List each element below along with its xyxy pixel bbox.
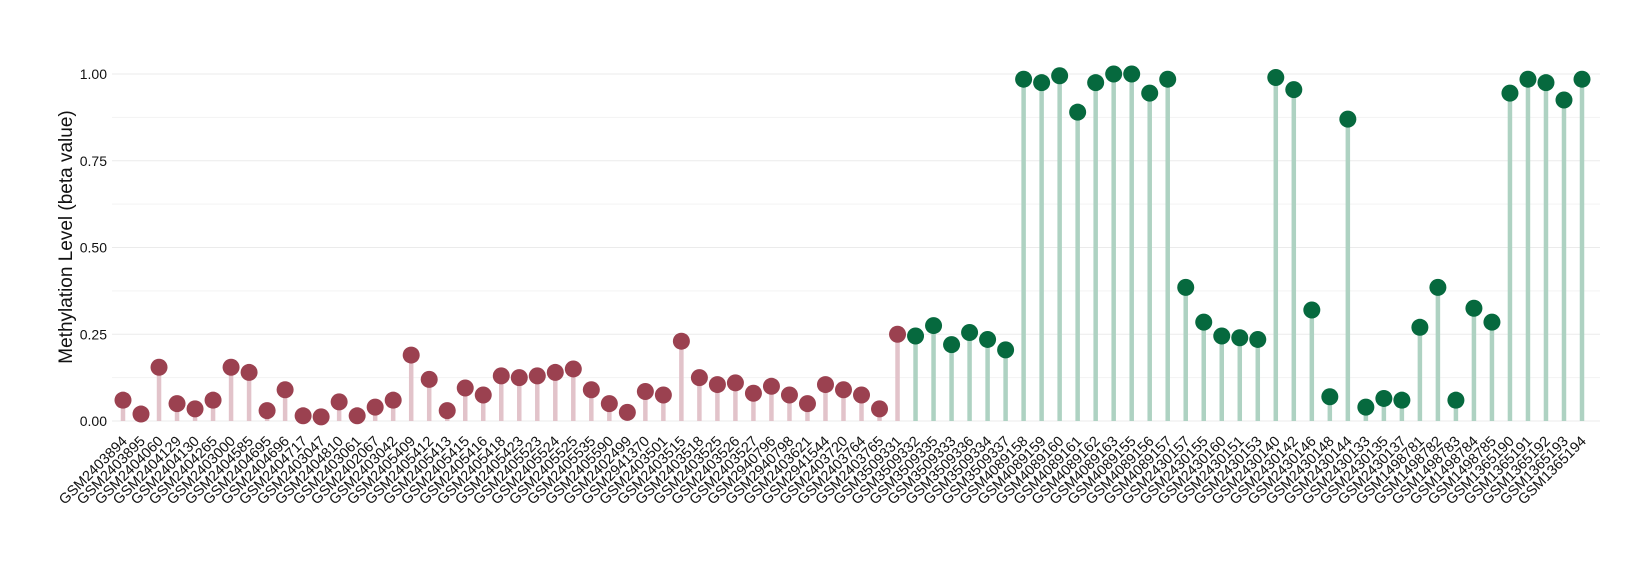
lollipop-point bbox=[1501, 84, 1519, 102]
lollipop-point bbox=[1141, 84, 1159, 102]
lollipop-point bbox=[1213, 327, 1231, 345]
grid-lines bbox=[112, 73, 1600, 422]
lollipop-point bbox=[564, 360, 582, 378]
lollipop-point bbox=[1411, 318, 1429, 336]
lollipop-point bbox=[600, 395, 618, 413]
lollipop-point bbox=[546, 363, 564, 381]
lollipop-point bbox=[1375, 389, 1393, 407]
lollipop-point bbox=[1393, 391, 1411, 409]
lollipop-point bbox=[1177, 278, 1195, 296]
y-tick-label: 0.75 bbox=[80, 153, 107, 169]
lollipop-point bbox=[132, 405, 150, 423]
lollipop-point bbox=[690, 369, 708, 387]
lollipop-point bbox=[1465, 299, 1483, 317]
y-tick-label: 0.00 bbox=[80, 413, 107, 429]
y-tick-label: 0.25 bbox=[80, 326, 107, 342]
lollipop-point bbox=[1069, 103, 1087, 121]
lollipop-point bbox=[366, 398, 384, 416]
lollipop-point bbox=[708, 376, 726, 394]
lollipop-point bbox=[1051, 67, 1069, 85]
lollipop-point bbox=[402, 346, 420, 364]
lollipop-point bbox=[618, 403, 636, 421]
lollipop-point bbox=[1519, 70, 1537, 88]
lollipop-point bbox=[979, 330, 997, 348]
lollipop-point bbox=[474, 386, 492, 404]
lollipop-point bbox=[492, 367, 510, 385]
lollipop-point bbox=[1033, 74, 1051, 92]
lollipop-point bbox=[871, 400, 889, 418]
lollipop-point bbox=[276, 381, 294, 399]
lollipop-point bbox=[1555, 91, 1573, 109]
lollipop-point bbox=[186, 400, 204, 418]
lollipop-point bbox=[816, 376, 834, 394]
lollipop-point bbox=[240, 363, 258, 381]
lollipop-point bbox=[1537, 74, 1555, 92]
points bbox=[114, 65, 1591, 426]
lollipop-point bbox=[330, 393, 348, 411]
lollipop-point bbox=[528, 367, 546, 385]
lollipop-point bbox=[726, 374, 744, 392]
lollipop-point bbox=[168, 395, 186, 413]
lollipop-point bbox=[1321, 388, 1339, 406]
lollipop-point bbox=[834, 381, 852, 399]
lollipop-point bbox=[438, 402, 456, 420]
lollipop-point bbox=[1087, 74, 1105, 92]
lollipop-point bbox=[222, 358, 240, 376]
lollipop-point bbox=[1249, 330, 1267, 348]
lollipop-point bbox=[312, 408, 330, 426]
lollipop-point bbox=[1105, 65, 1123, 83]
lollipop-point bbox=[1231, 329, 1249, 347]
lollipop-point bbox=[1339, 110, 1357, 128]
lollipop-point bbox=[1285, 81, 1303, 99]
lollipop-point bbox=[798, 395, 816, 413]
lollipop-point bbox=[258, 402, 276, 420]
y-axis-ticks: 0.00 0.25 0.50 0.75 1.00 bbox=[80, 66, 107, 429]
lollipop-point bbox=[510, 369, 528, 387]
lollipop-point bbox=[1573, 70, 1591, 88]
x-axis-ticks: GSM2403894GSM2403895GSM2404060GSM2404129… bbox=[56, 434, 1590, 509]
lollipop-point bbox=[1123, 65, 1141, 83]
lollipop-point bbox=[744, 384, 762, 402]
lollipop-point bbox=[907, 327, 925, 345]
lollipop-point bbox=[889, 325, 907, 343]
lollipop-point bbox=[1159, 70, 1177, 88]
lollipop-point bbox=[114, 391, 132, 409]
y-axis-title: Methylation Level (beta value) bbox=[56, 110, 77, 363]
lollipop-point bbox=[1195, 313, 1213, 331]
lollipop-point bbox=[780, 386, 798, 404]
lollipop-point bbox=[961, 324, 979, 342]
lollipop-point bbox=[384, 391, 402, 409]
lollipop-point bbox=[1303, 301, 1321, 319]
lollipop-point bbox=[1015, 70, 1033, 88]
lollipop-point bbox=[672, 332, 690, 350]
lollipop-point bbox=[762, 377, 780, 395]
lollipop-point bbox=[943, 336, 961, 354]
lollipop-point bbox=[294, 407, 312, 425]
lollipop-point bbox=[582, 381, 600, 399]
lollipop-point bbox=[420, 370, 438, 388]
lollipop-point bbox=[1429, 278, 1447, 296]
lollipop-point bbox=[1357, 398, 1375, 416]
lollipop-point bbox=[150, 358, 168, 376]
lollipop-point bbox=[204, 391, 222, 409]
lollipop-point bbox=[1447, 391, 1465, 409]
lollipop-point bbox=[636, 383, 654, 401]
lollipop-point bbox=[348, 407, 366, 425]
lollipop-point bbox=[1267, 68, 1285, 86]
y-tick-label: 1.00 bbox=[80, 66, 107, 82]
lollipop-point bbox=[456, 379, 474, 397]
lollipop-point bbox=[654, 386, 672, 404]
lollipop-point bbox=[925, 317, 943, 335]
lollipop-point bbox=[997, 341, 1015, 359]
lollipop-point bbox=[853, 386, 871, 404]
y-tick-label: 0.50 bbox=[80, 240, 107, 256]
lollipop-point bbox=[1483, 313, 1501, 331]
